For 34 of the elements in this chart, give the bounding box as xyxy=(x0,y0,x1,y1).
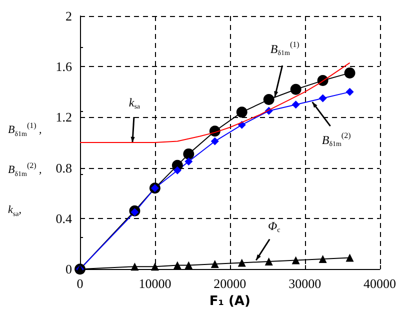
x-tick-label: 30000 xyxy=(288,276,322,292)
point xyxy=(344,67,356,78)
y-tick-label: 0.4 xyxy=(56,210,72,226)
y-tick-label: 1.2 xyxy=(56,110,72,125)
point xyxy=(346,88,354,96)
y-tick-label: 2 xyxy=(66,8,72,24)
point xyxy=(238,258,246,267)
point xyxy=(264,258,273,266)
point xyxy=(318,254,327,263)
x-tick-label: 20000 xyxy=(214,276,246,292)
y-tick-label: 0 xyxy=(66,262,72,277)
point xyxy=(346,254,354,262)
point xyxy=(130,262,139,271)
point xyxy=(173,166,182,174)
point xyxy=(184,158,193,166)
point xyxy=(210,260,219,268)
y-tick-label: 0.8 xyxy=(56,160,72,176)
point xyxy=(210,137,219,146)
point xyxy=(150,262,159,271)
x-tick-label: 10000 xyxy=(138,276,172,292)
point xyxy=(290,84,302,95)
x-axis-title: F₁ (A) xyxy=(209,294,250,309)
point xyxy=(236,106,248,118)
point xyxy=(318,94,327,102)
point xyxy=(263,94,274,106)
x-tick-label: 40000 xyxy=(364,276,396,292)
point xyxy=(184,261,193,270)
point xyxy=(173,261,182,270)
point xyxy=(292,256,300,264)
y-tick-label: 1.6 xyxy=(56,59,72,74)
point xyxy=(130,208,139,216)
point xyxy=(183,148,194,160)
point xyxy=(292,100,300,109)
x-tick-label: 0 xyxy=(76,276,84,292)
